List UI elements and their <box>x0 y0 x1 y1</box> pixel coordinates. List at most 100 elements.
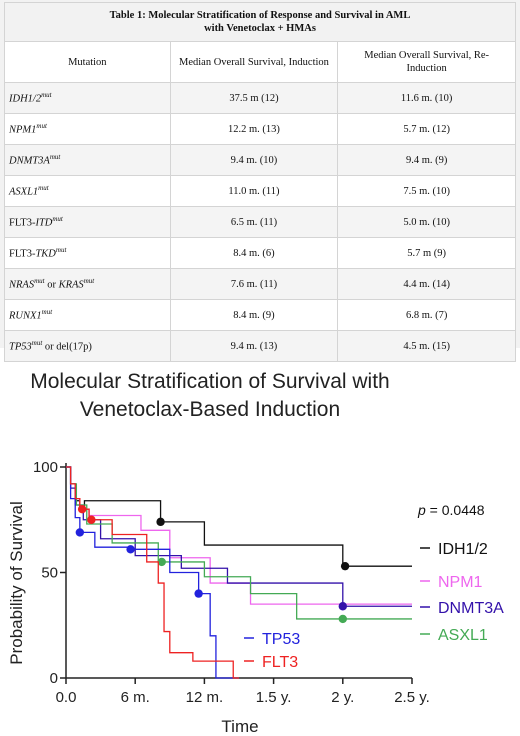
induction-cell: 8.4 m. (9) <box>169 299 339 331</box>
gene-name: ITD <box>35 217 53 229</box>
legend-label: NPM1 <box>438 574 483 591</box>
header-induction: Median Overall Survival, Induction <box>169 41 339 83</box>
series-line-tp53 <box>66 466 239 679</box>
induction-cell: 8.4 m. (6) <box>169 237 339 269</box>
gene-name: NPM1 <box>9 124 37 136</box>
gene-name: DNMT3A <box>9 155 50 167</box>
mutation-superscript-2: mut <box>83 277 95 286</box>
table-row: NPM1mut 12.2 m. (13) 5.7 m. (12) <box>4 113 516 145</box>
chart-title-line2: Venetoclax-Based Induction <box>80 398 340 421</box>
table-row: IDH1/2mut 37.5 m (12) 11.6 m. (10) <box>4 82 516 114</box>
reinduction-cell: 9.4 m. (9) <box>337 144 516 176</box>
series-line-flt3 <box>66 466 239 679</box>
chart-title-line1: Molecular Stratification of Survival wit… <box>30 370 389 393</box>
series-line-idh12 <box>66 466 412 567</box>
censor-mark <box>340 561 350 571</box>
censor-mark <box>75 528 85 537</box>
mutation-superscript: mut <box>41 91 52 100</box>
table-row: NRASmut or KRASmut 7.6 m. (11) 4.4 m. (14) <box>4 268 516 300</box>
mutation-cell: DNMT3Amut <box>4 144 171 176</box>
table-row: FLT3-ITDmut 6.5 m. (11) 5.0 m. (10) <box>4 206 516 238</box>
mutation-suffix: or del(17p) <box>42 341 92 353</box>
legend-label: FLT3 <box>262 654 298 671</box>
censor-mark <box>157 557 166 567</box>
induction-cell: 11.0 m. (11) <box>169 175 339 207</box>
mutation-cell: FLT3-TKDmut <box>4 237 171 269</box>
mutation-cell: NPM1mut <box>4 113 171 145</box>
legend-label: IDH1/2 <box>438 541 488 558</box>
gene-name: TP53 <box>9 341 32 353</box>
header-mutation: Mutation <box>4 41 171 83</box>
gene-name: RUNX1 <box>9 310 42 322</box>
reinduction-cell: 5.7 m (9) <box>337 237 516 269</box>
x-tick-label: 12 m. <box>186 689 224 706</box>
mutation-prefix: FLT3- <box>9 217 36 229</box>
reinduction-cell: 5.0 m. (10) <box>337 206 516 238</box>
gene-name: ASXL1 <box>9 186 39 198</box>
legend-label: ASXL1 <box>438 627 488 644</box>
reinduction-cell: 11.6 m. (10) <box>337 82 516 114</box>
gene-name: NRAS <box>9 279 35 291</box>
legend-label: DNMT3A <box>438 600 504 617</box>
header-reinduction: Median Overall Survival, Re-Induction <box>337 41 516 83</box>
y-axis-label: Probability of Survival <box>7 501 26 664</box>
mutation-cell: IDH1/2mut <box>4 82 171 114</box>
table-row: ASXL1mut 11.0 m. (11) 7.5 m. (10) <box>4 175 516 207</box>
censor-mark <box>156 517 165 527</box>
y-tick-label: 0 <box>50 670 58 687</box>
x-tick-label: 0.0 <box>56 689 77 706</box>
gene-name: TKD <box>35 248 56 260</box>
table-row: DNMT3Amut 9.4 m. (10) 9.4 m. (9) <box>4 144 516 176</box>
survival-chart: Molecular Stratification of Survival wit… <box>7 370 504 736</box>
induction-cell: 12.2 m. (13) <box>169 113 339 145</box>
reinduction-cell: 7.5 m. (10) <box>337 175 516 207</box>
p-value-annotation: p = 0.0448 <box>417 502 485 518</box>
mutation-prefix: FLT3- <box>9 248 36 260</box>
y-tick-label: 100 <box>33 459 58 476</box>
induction-cell: 9.4 m. (13) <box>169 330 339 362</box>
gene-name-2: KRAS <box>58 279 84 291</box>
mutation-cell: FLT3-ITDmut <box>4 206 171 238</box>
mutation-superscript: mut <box>38 184 49 193</box>
mutation-superscript: mut <box>36 122 47 131</box>
censor-mark <box>77 505 87 514</box>
p-value-text: = 0.0448 <box>426 502 485 518</box>
x-tick-label: 2 y. <box>331 689 354 706</box>
censor-mark <box>338 602 347 611</box>
table-panel: Table 1: Molecular Stratification of Res… <box>0 0 520 362</box>
mutation-cell: TP53mut or del(17p) <box>4 330 171 362</box>
reinduction-cell: 4.4 m. (14) <box>337 268 516 300</box>
mutation-superscript: mut <box>34 277 45 286</box>
table-header-row: Mutation Median Overall Survival, Induct… <box>4 41 516 83</box>
table-title-line2: with Venetoclax + HMAs <box>204 23 316 34</box>
survival-table: Table 1: Molecular Stratification of Res… <box>4 2 516 362</box>
mutation-cell: ASXL1mut <box>4 175 171 207</box>
series-line-dnmt3a <box>66 466 412 607</box>
p-value-symbol: p <box>417 502 426 518</box>
mutation-superscript: mut <box>52 215 63 224</box>
gene-name: IDH1/2 <box>9 93 42 105</box>
plot-area: 0.0 6 m. 12 m. 1.5 y. 2 y. 2.5 y. 0 50 100 IDH1/2… <box>33 459 504 706</box>
x-tick-label: 1.5 y. <box>256 689 292 706</box>
mutation-superscript: mut <box>49 153 61 162</box>
table-row: RUNX1mut 8.4 m. (9) 6.8 m. (7) <box>4 299 516 331</box>
table-row: TP53mut or del(17p) 9.4 m. (13) 4.5 m. (15… <box>4 330 516 362</box>
mutation-superscript: mut <box>31 339 43 348</box>
x-tick-label: 6 m. <box>121 689 150 706</box>
reinduction-cell: 4.5 m. (15) <box>337 330 516 362</box>
x-tick-label: 2.5 y. <box>394 689 430 706</box>
mutation-connector: or <box>44 279 59 291</box>
series-line-asxl1 <box>66 466 412 620</box>
table-title-line1: Table 1: Molecular Stratification of Res… <box>109 10 411 21</box>
x-axis-label: Time <box>221 717 258 736</box>
table-row: FLT3-TKDmut 8.4 m. (6) 5.7 m (9) <box>4 237 516 269</box>
induction-cell: 6.5 m. (11) <box>169 206 339 238</box>
mutation-cell: NRASmut or KRASmut <box>4 268 171 300</box>
mutation-superscript: mut <box>55 246 67 255</box>
induction-cell: 9.4 m. (10) <box>169 144 339 176</box>
censor-mark <box>87 515 96 524</box>
y-tick-label: 50 <box>41 565 58 582</box>
censor-mark <box>194 589 203 598</box>
reinduction-cell: 6.8 m. (7) <box>337 299 516 331</box>
mutation-cell: RUNX1mut <box>4 299 171 331</box>
